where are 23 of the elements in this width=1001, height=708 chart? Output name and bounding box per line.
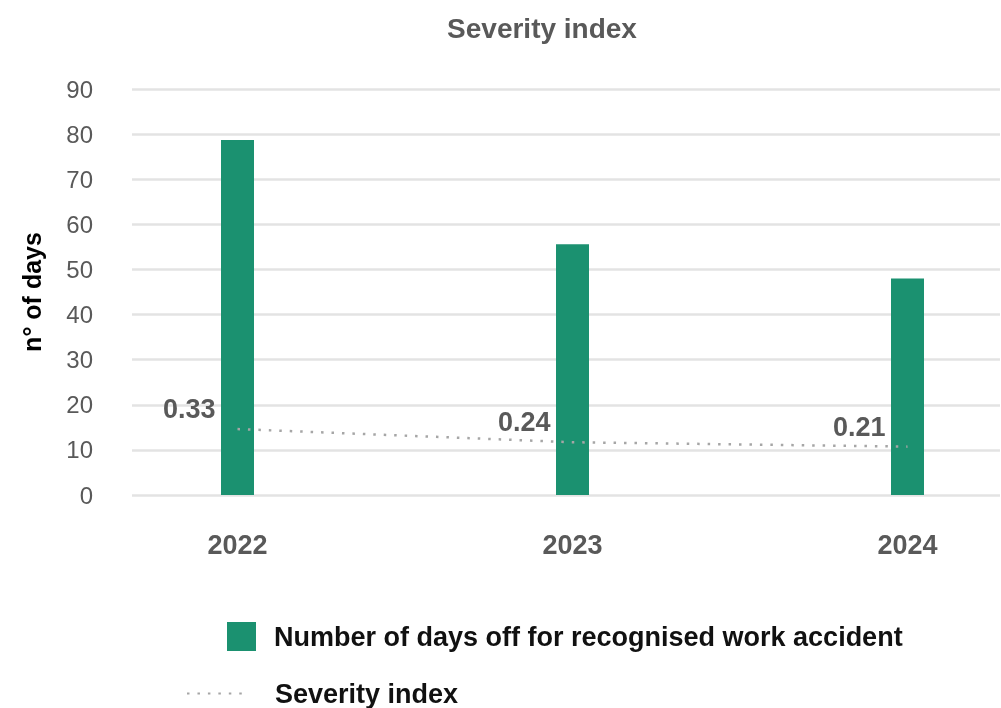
legend-label: Number of days off for recognised work accident [274, 621, 903, 652]
bar [891, 278, 924, 495]
y-tick-label: 30 [66, 346, 93, 374]
y-tick-label: 50 [66, 255, 93, 283]
x-tick-label: 2022 [207, 529, 268, 560]
y-tick-label: 0 [79, 481, 93, 509]
y-tick-label: 40 [66, 301, 93, 329]
bar [556, 244, 589, 495]
x-tick-label: 2024 [877, 529, 938, 560]
y-tick-label: 80 [66, 120, 93, 148]
data-label: 0.33 [162, 394, 216, 425]
y-tick-label: 20 [66, 391, 93, 419]
y-axis-title: n° of days [17, 232, 46, 352]
data-label: 0.21 [832, 411, 886, 442]
y-tick-label: 70 [66, 165, 93, 193]
chart-title: Severity index [447, 12, 638, 44]
x-tick-label: 2023 [542, 529, 603, 560]
y-tick-label: 10 [66, 436, 93, 464]
data-label: 0.24 [497, 407, 551, 438]
y-tick-label: 90 [66, 75, 93, 103]
legend-label: Severity index [275, 678, 459, 708]
bar [221, 139, 254, 495]
y-tick-label: 60 [66, 210, 93, 238]
